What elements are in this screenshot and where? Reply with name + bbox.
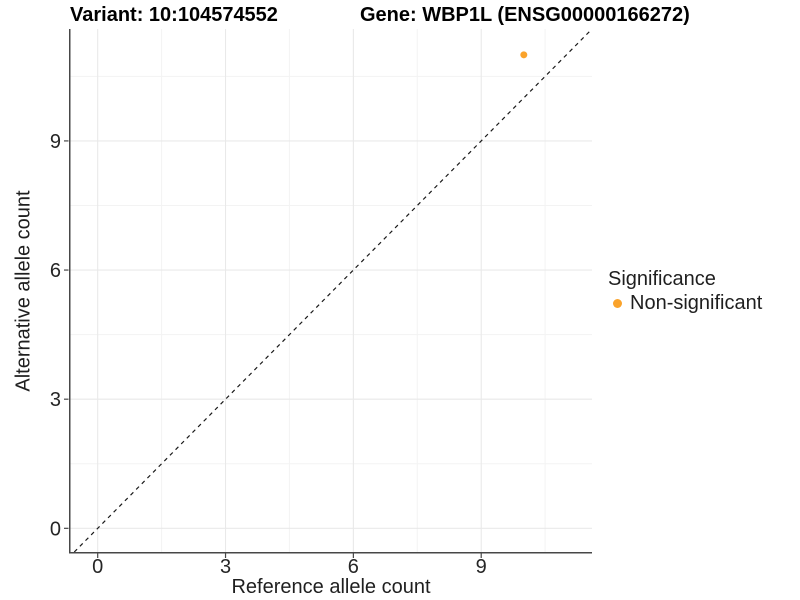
identity-reference-line	[73, 28, 593, 553]
data-point	[520, 51, 528, 59]
x-tick-label: 3	[220, 556, 231, 578]
y-tick-label: 6	[50, 260, 61, 282]
legend-title: Significance	[608, 268, 716, 290]
legend-item-non-significant: Non-significant	[608, 292, 762, 315]
plot-title-gene: Gene: WBP1L (ENSG00000166272)	[360, 4, 690, 26]
x-tick-label: 9	[476, 556, 487, 578]
y-tick-label: 9	[50, 131, 61, 153]
legend: Significance Non-significant	[608, 268, 762, 315]
y-tick-label: 0	[50, 518, 61, 540]
x-axis-title: Reference allele count	[231, 576, 431, 598]
y-axis-title: Alternative allele count	[12, 190, 35, 392]
x-tick-label: 6	[348, 556, 359, 578]
y-tick-label: 3	[50, 389, 61, 411]
x-tick-label: 0	[92, 556, 103, 578]
plot-title-variant: Variant: 10:104574552	[70, 4, 278, 26]
legend-item-label: Non-significant	[630, 292, 763, 314]
legend-point-icon	[613, 299, 622, 308]
